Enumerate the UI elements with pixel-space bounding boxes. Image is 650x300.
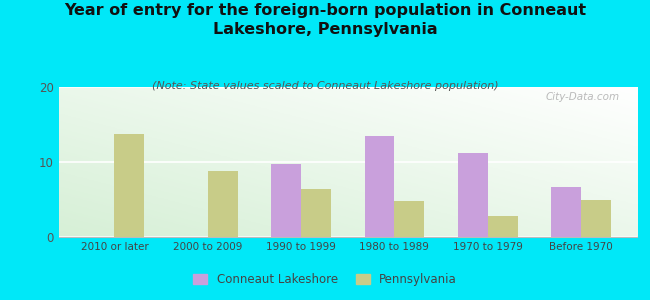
Text: City-Data.com: City-Data.com — [545, 92, 619, 101]
Bar — [581, 200, 611, 237]
Legend: Conneaut Lakeshore, Pennsylvania: Conneaut Lakeshore, Pennsylvania — [188, 269, 462, 291]
Text: Year of entry for the foreign-born population in Conneaut
Lakeshore, Pennsylvani: Year of entry for the foreign-born popul… — [64, 3, 586, 37]
Bar — [365, 136, 395, 237]
Text: (Note: State values scaled to Conneaut Lakeshore population): (Note: State values scaled to Conneaut L… — [151, 81, 499, 91]
Bar — [301, 189, 331, 237]
Bar — [551, 187, 581, 237]
Bar — [208, 171, 238, 237]
Bar — [271, 164, 301, 237]
Bar — [488, 216, 517, 237]
Bar — [395, 201, 424, 237]
Bar — [458, 153, 488, 237]
Bar — [114, 134, 144, 237]
